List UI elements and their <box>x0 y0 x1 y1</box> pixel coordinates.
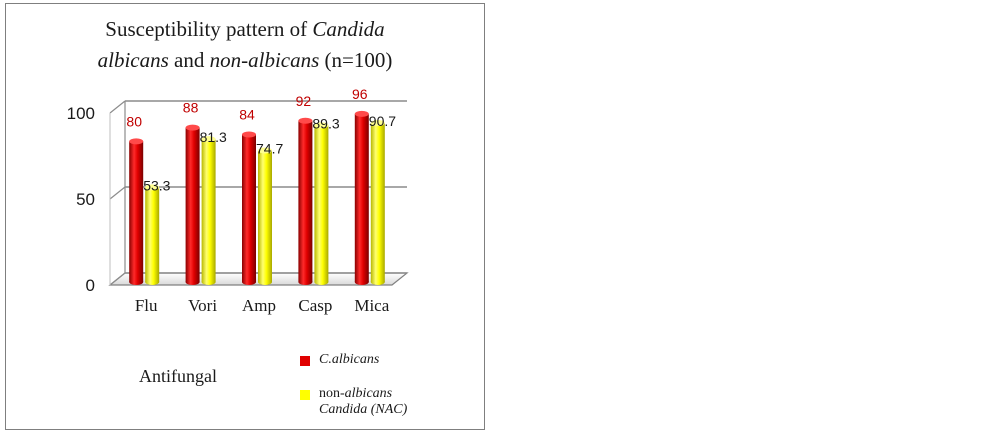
data-label-albicans-amp: 84 <box>239 107 255 123</box>
x-tick-label-mica: Mica <box>354 296 389 315</box>
data-label-albicans-mica: 96 <box>352 86 368 102</box>
bar-base-nac-amp <box>258 279 272 285</box>
bar-nac-flu <box>145 187 160 282</box>
legend-label-nac: non-albicans Candida (NAC) <box>319 386 407 418</box>
grid-layer <box>108 100 409 286</box>
legend-label-nac-italic: albicans <box>344 386 393 401</box>
data-label-albicans-vori: 88 <box>183 100 199 116</box>
bar-base-albicans-flu <box>129 279 144 285</box>
bar-albicans-vori <box>185 127 200 282</box>
bar-cap-albicans-amp <box>242 131 256 138</box>
bar-base-albicans-mica <box>354 279 369 285</box>
legend-swatch-nac <box>300 390 310 400</box>
gridline-depth-100 <box>109 100 126 114</box>
bar-cap-nac-vori <box>201 136 216 143</box>
chart-title-part2: Candida <box>312 17 385 41</box>
gridline-depth-50 <box>109 186 126 200</box>
chart-title-part6: (n=100) <box>319 48 393 72</box>
data-label-nac-amp: 74.7 <box>256 141 283 157</box>
bar-cap-nac-mica <box>370 119 385 126</box>
legend-label-albicans: C.albicans <box>319 352 379 368</box>
chart-title-part1: Susceptibility pattern of <box>105 17 313 41</box>
bar-cap-nac-amp <box>258 147 272 154</box>
bar-cap-albicans-flu <box>129 138 144 145</box>
bar-base-albicans-amp <box>242 279 256 285</box>
bar-nac-casp <box>314 125 329 283</box>
data-label-albicans-flu: 80 <box>126 113 142 129</box>
bar-albicans-flu <box>129 141 144 282</box>
x-tick-label-amp: Amp <box>242 296 276 315</box>
bar-base-nac-mica <box>370 279 385 285</box>
bar-cap-nac-flu <box>145 184 160 191</box>
legend-label-nac-prefix: non- <box>319 386 345 401</box>
bar-nac-mica <box>370 122 385 282</box>
bar-cap-nac-casp <box>314 122 329 129</box>
legend-entry-nac: non-albicans Candida (NAC) <box>300 386 407 418</box>
data-label-nac-flu: 53.3 <box>143 177 170 193</box>
bar-nac-amp <box>258 150 272 282</box>
data-label-nac-vori: 81.3 <box>200 129 227 145</box>
bar-cap-albicans-casp <box>298 117 313 124</box>
bar-base-nac-vori <box>201 279 216 285</box>
bar-base-nac-casp <box>314 279 329 285</box>
bar-albicans-amp <box>242 134 256 282</box>
bar-nac-vori <box>201 139 216 282</box>
data-label-albicans-casp: 92 <box>296 93 312 109</box>
axis-layer <box>109 101 126 285</box>
x-tick-label-flu: Flu <box>135 296 158 315</box>
y-tick-label: 50 <box>76 190 95 209</box>
bar-base-albicans-casp <box>298 279 313 285</box>
legend-label-nac-line2: Candida (NAC) <box>319 402 408 417</box>
x-axis-title: Antifungal <box>139 366 217 386</box>
x-tick-label-vori: Vori <box>188 296 217 315</box>
bar-cap-albicans-vori <box>185 124 200 131</box>
legend-label-albicans-text: C.albicans <box>319 352 380 367</box>
chart-title-part3: albicans <box>97 48 169 72</box>
bar-albicans-casp <box>298 120 313 282</box>
bar-base-nac-flu <box>145 279 160 285</box>
legend-entry-albicans: C.albicans <box>300 352 379 368</box>
x-tick-label-casp: Casp <box>298 296 332 315</box>
gridline-depth-0 <box>109 272 126 286</box>
bar-albicans-mica <box>354 113 369 282</box>
chart-title: Susceptibility pattern of Candida albican… <box>5 14 485 76</box>
y-tick-label: 100 <box>67 104 95 123</box>
chart-title-part4: and <box>168 48 210 72</box>
y-tick-label: 0 <box>86 276 95 295</box>
chart-title-part5: non-albicans <box>209 48 320 72</box>
data-label-nac-mica: 90.7 <box>369 113 396 129</box>
bar-cap-albicans-mica <box>354 110 369 117</box>
bar-layer <box>129 110 385 285</box>
legend-swatch-albicans <box>300 356 310 366</box>
bar-base-albicans-vori <box>185 279 200 285</box>
data-label-nac-casp: 89.3 <box>312 115 339 131</box>
